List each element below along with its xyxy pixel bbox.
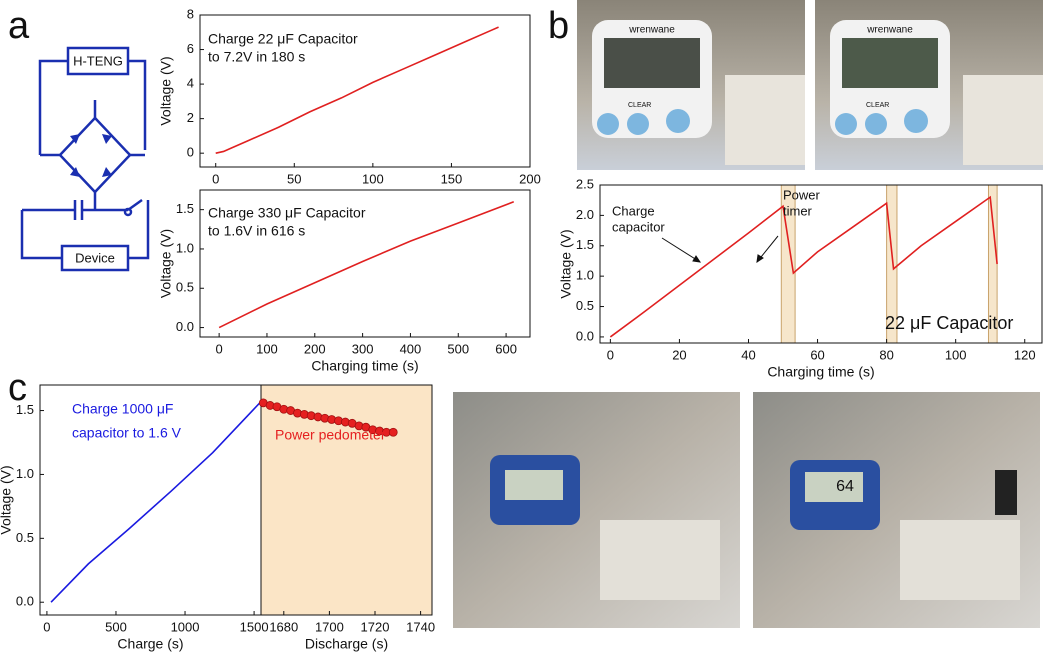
annotation: capacitor: [612, 219, 665, 234]
x-tick-label: 40: [741, 347, 755, 362]
x-tick-label: 0: [43, 619, 50, 634]
annotation: Power: [783, 187, 821, 202]
x-tick-label: 80: [879, 347, 893, 362]
plot-frame: [199, 14, 531, 168]
annotation: 22 μF Capacitor: [885, 313, 1013, 333]
data-line: [609, 195, 998, 338]
x-tick-label: 100: [362, 171, 384, 186]
circuit-label: H-TENG: [73, 53, 123, 68]
photo-text: wrenwane: [628, 25, 675, 36]
y-tick-label: 1.5: [16, 402, 34, 417]
data-point: [388, 427, 398, 437]
x-tick-label: 1680: [269, 619, 298, 634]
photo: [453, 392, 1040, 628]
x-axis-label: Charging time (s): [767, 364, 874, 380]
y-tick-label: 0.0: [16, 594, 34, 609]
plot-frame: [599, 184, 1043, 344]
circuit-label: Device: [75, 250, 115, 265]
y-tick-label: 4: [187, 76, 194, 91]
y-tick-label: 0.5: [576, 298, 594, 313]
annotation: timer: [783, 203, 813, 218]
plot-frame: [199, 189, 531, 338]
x-tick-label: 60: [810, 347, 824, 362]
y-axis-label: Voltage (V): [158, 56, 174, 125]
annotation: to 1.6V in 616 s: [208, 223, 305, 239]
y-tick-label: 8: [187, 6, 194, 21]
y-tick-label: 2.0: [576, 207, 594, 222]
photo-text: wrenwane: [866, 25, 913, 36]
plot-frame: [260, 384, 433, 616]
x-tick-label: 0: [212, 171, 219, 186]
y-tick-label: 6: [187, 41, 194, 56]
x-tick-label: 150: [441, 171, 463, 186]
diodes: [70, 134, 112, 177]
y-tick-label: 2: [187, 110, 194, 125]
x-tick-label: 50: [287, 171, 301, 186]
y-tick-label: 0.5: [176, 280, 194, 295]
y-tick-label: 0.5: [16, 530, 34, 545]
x-tick-label: 0: [607, 347, 614, 362]
x-tick-label: 0: [216, 341, 223, 356]
y-tick-label: 1.5: [576, 237, 594, 252]
x-tick-label: 600: [495, 341, 517, 356]
annotation: Charge 330 μF Capacitor: [208, 205, 366, 221]
y-tick-label: 2.5: [576, 176, 594, 191]
y-tick-label: 1.0: [176, 240, 194, 255]
x-tick-label: 500: [105, 619, 127, 634]
y-tick-label: 0.0: [176, 319, 194, 334]
x-tick-label: 1000: [171, 619, 200, 634]
x-tick-label: 20: [672, 347, 686, 362]
circuit: [20, 46, 150, 272]
photo-text: 64: [836, 478, 854, 495]
x-axis-label: Charging time (s): [311, 358, 418, 374]
x-tick-label: 1720: [361, 619, 390, 634]
data-line: [50, 401, 262, 603]
y-axis-label: Voltage (V): [0, 465, 14, 534]
photo-text: CLEAR: [628, 102, 651, 109]
x-tick-label: 1700: [315, 619, 344, 634]
y-tick-label: 1.5: [176, 201, 194, 216]
x-tick-label: 500: [447, 341, 469, 356]
data-line: [215, 26, 499, 154]
annotation: Charge 1000 μF: [72, 401, 173, 417]
x-tick-label: 1740: [406, 619, 435, 634]
annotation: Charge 22 μF Capacitor: [208, 31, 358, 47]
x-tick-label: 100: [256, 341, 278, 356]
y-axis-label: Voltage (V): [558, 229, 574, 298]
x-axis-label: Discharge (s): [305, 636, 388, 652]
x-tick-label: 300: [352, 341, 374, 356]
y-tick-label: 0.0: [576, 328, 594, 343]
panel-label: a: [8, 5, 30, 47]
x-axis-label: Charge (s): [117, 636, 183, 652]
y-axis-label: Voltage (V): [158, 229, 174, 298]
panel-label: b: [548, 5, 569, 47]
annotation: capacitor to 1.6 V: [72, 425, 182, 441]
annotation: Power pedometer: [275, 427, 386, 443]
y-tick-label: 1.0: [16, 466, 34, 481]
x-tick-label: 1500: [240, 619, 269, 634]
arrow: [661, 235, 779, 264]
x-tick-label: 120: [1014, 347, 1036, 362]
y-tick-label: 0: [187, 145, 194, 160]
photo: [577, 0, 1043, 170]
x-tick-label: 200: [304, 341, 326, 356]
x-tick-label: 100: [945, 347, 967, 362]
annotation: to 7.2V in 180 s: [208, 49, 305, 65]
x-tick-label: 400: [400, 341, 422, 356]
x-tick-label: 200: [519, 171, 541, 186]
y-tick-label: 1.0: [576, 268, 594, 283]
annotation: Charge: [612, 203, 655, 218]
data-line: [218, 201, 515, 329]
panel-label: c: [8, 367, 27, 409]
photo-text: CLEAR: [866, 102, 889, 109]
